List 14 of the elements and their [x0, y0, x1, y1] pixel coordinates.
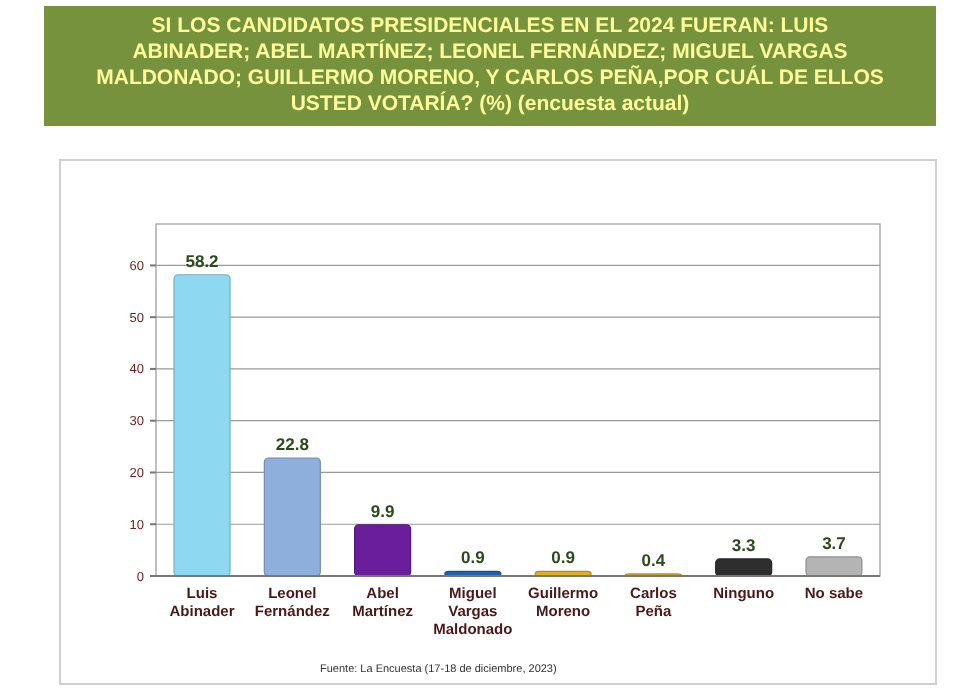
chart-title: SI LOS CANDIDATOS PRESIDENCIALES EN EL 2024 FUERAN: LUIS ABINADER; ABEL MARTÍNEZ; LEONEL FERNÁNDEZ; MIGUEL VARGAS MALDONADO; GUILLERMO MORENO, Y CARLOS PEÑA,POR CUÁL DE ELLOS USTED VOTARÍA? (%) (encuesta actual) — [96, 14, 884, 116]
data-label: 3.3 — [731, 534, 757, 555]
bar — [173, 274, 231, 577]
data-label: 22.8 — [275, 433, 310, 454]
data-label: 0.9 — [551, 547, 576, 568]
bar — [805, 556, 863, 577]
data-label: 58.2 — [185, 250, 220, 271]
data-label: 9.9 — [370, 500, 395, 521]
bar — [354, 524, 412, 577]
data-label: 0.4 — [641, 549, 666, 570]
bar — [715, 558, 773, 577]
data-label: 0.9 — [461, 547, 486, 568]
data-label: 3.7 — [822, 532, 847, 553]
bar — [263, 457, 321, 577]
